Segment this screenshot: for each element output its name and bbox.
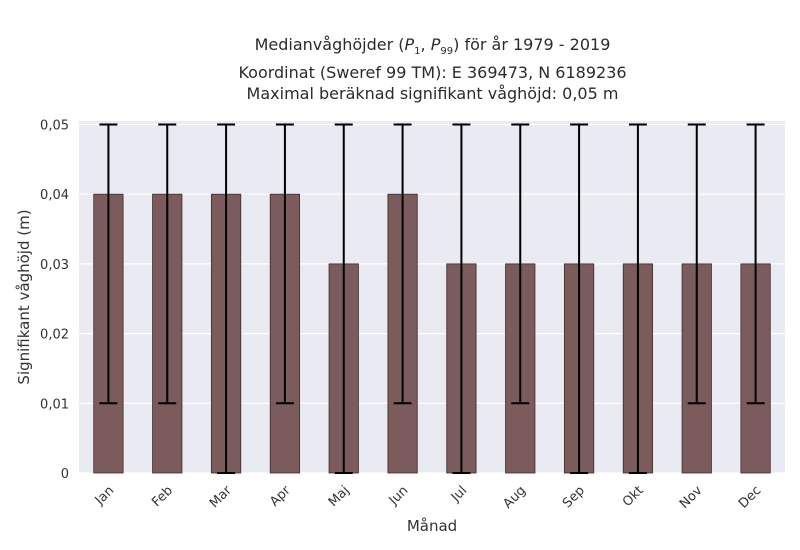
x-tick-label: Sep [560,483,588,511]
y-tick-label: 0,02 [40,328,69,343]
x-tick-label: Okt [620,483,647,510]
y-tick-label: 0,01 [40,397,69,412]
title-line-2: Koordinat (Sweref 99 TM): E 369473, N 61… [238,63,627,83]
title-line-3: Maximal beräknad signifikant våghöjd: 0,… [246,84,619,104]
y-tick-label: 0,03 [40,258,69,273]
x-tick-label: Nov [677,483,706,512]
x-tick-label: Jul [448,483,470,505]
x-axis-label: Månad [407,517,457,535]
x-tick-label: Maj [326,483,353,510]
y-tick-label: 0 [61,467,69,482]
x-tick-label: Jun [386,483,412,509]
error-bars [99,123,765,474]
x-tick-label: Jan [92,483,117,508]
x-tick-label: Apr [267,483,294,510]
grid-lines [79,123,785,474]
y-tick-label: 0,05 [40,118,69,133]
x-tick-label: Dec [736,483,764,511]
chart-title: Medianvåghöjder (P1, P99) för år 1979 - … [80,34,785,104]
x-tick-label: Aug [501,483,530,512]
y-axis-label: Signifikant våghöjd (m) [15,209,33,384]
x-tick-label: Mar [207,483,235,511]
y-tick-label: 0,04 [40,188,69,203]
x-tick-labels: Jan Feb Mar Apr Maj Jun Jul Aug Sep Okt Nov Dec [92,483,765,512]
x-tick-label: Feb [149,483,176,510]
plot-area [79,121,785,473]
y-tick-labels: 0 0,01 0,02 0,03 0,04 0,05 [40,118,69,482]
title-line-1: Medianvåghöjder (P1, P99) för år 1979 - … [254,35,611,58]
